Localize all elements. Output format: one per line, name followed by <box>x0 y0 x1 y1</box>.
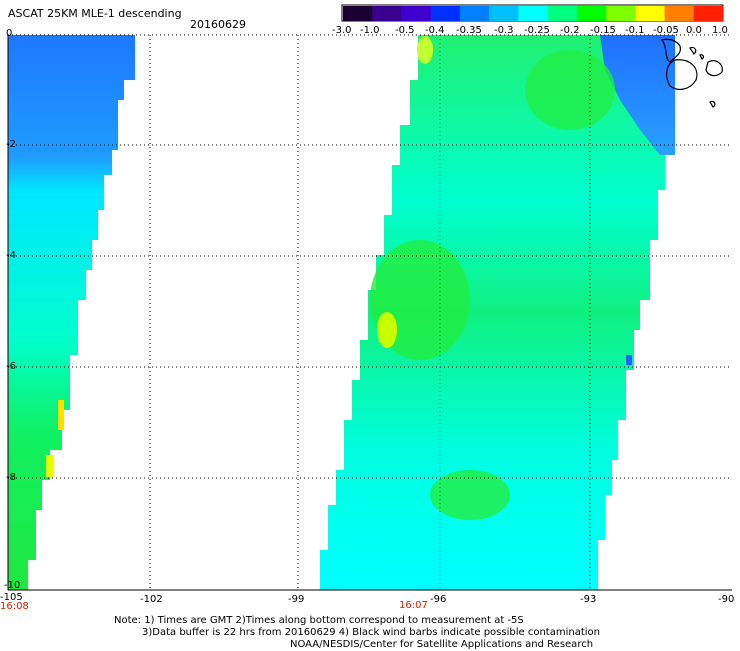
lat-label: 0 <box>6 28 13 39</box>
colorbar-tick-label: -0.2 <box>560 25 580 36</box>
colorbar-tick-label: -0.5 <box>395 25 415 36</box>
right-swath <box>320 35 675 590</box>
colorbar-segment <box>343 6 373 21</box>
swath-time-label: 16:08 <box>0 601 29 612</box>
footnote-line: 3)Data buffer is 22 hrs from 20160629 4)… <box>142 627 600 638</box>
colorbar-segment <box>489 6 519 21</box>
coastline <box>661 38 723 108</box>
colorbar-tick-label: -0.1 <box>625 25 645 36</box>
colorbar-segment <box>547 6 578 21</box>
footnote-line: Note: 1) Times are GMT 2)Times along bot… <box>114 615 524 626</box>
lon-label: -90 <box>718 594 735 605</box>
lon-label: -99 <box>288 594 305 605</box>
colorbar-tick-label: -0.4 <box>425 25 445 36</box>
colorbar-segment <box>693 6 724 21</box>
lat-label: -10 <box>4 580 21 591</box>
colorbar-segment <box>459 6 490 21</box>
colorbar-tick-label: -0.25 <box>524 25 550 36</box>
right-swath-green-patch <box>430 470 510 520</box>
product-title: ASCAT 25KM MLE-1 descending <box>8 7 182 20</box>
left-swath-hotspot <box>46 455 54 477</box>
right-swath-green-patch <box>525 50 615 130</box>
left-swath-hotspot <box>58 400 64 430</box>
left-swath <box>8 35 135 590</box>
colorbar-segment <box>518 6 549 21</box>
colorbar-segment <box>430 6 461 21</box>
colorbar-segment <box>401 6 432 21</box>
colorbar-tick-label: -0.15 <box>590 25 616 36</box>
colorbar-tick-label: -0.05 <box>653 25 679 36</box>
colorbar-segment <box>606 6 636 21</box>
lat-label: -2 <box>6 139 16 150</box>
lon-label: -96 <box>430 594 447 605</box>
colorbar-tick-label: -0.35 <box>456 25 482 36</box>
colorbar-tick-label: 0.0 <box>686 25 702 36</box>
colorbar-segment <box>576 6 607 21</box>
colorbar-tick-label: -3.0 <box>332 25 352 36</box>
colorbar-tick-label: 1.0 <box>712 25 728 36</box>
colorbar-segment <box>372 6 402 21</box>
lon-label: -93 <box>580 594 597 605</box>
colorbar-tick-label: -0.3 <box>494 25 514 36</box>
lat-label: -6 <box>6 361 16 372</box>
lon-label: -105 <box>0 592 23 603</box>
colorbar-tick-label: -1.0 <box>360 25 380 36</box>
colorbar-segment <box>635 6 666 21</box>
right-swath-yellow-patch <box>377 312 397 348</box>
lat-label: -8 <box>6 472 16 483</box>
graticule <box>8 34 732 590</box>
product-date: 20160629 <box>190 18 246 31</box>
lon-label: -102 <box>140 594 163 605</box>
right-swath-blue-region <box>600 35 675 155</box>
colorbar-segment <box>664 6 695 21</box>
lat-label: -4 <box>6 250 16 261</box>
right-swath-blue-cell <box>626 355 632 365</box>
swath-time-label: 16:07 <box>399 600 428 611</box>
footnote-line: NOAA/NESDIS/Center for Satellite Applica… <box>290 639 594 650</box>
right-swath-yellow-patch <box>417 36 433 64</box>
